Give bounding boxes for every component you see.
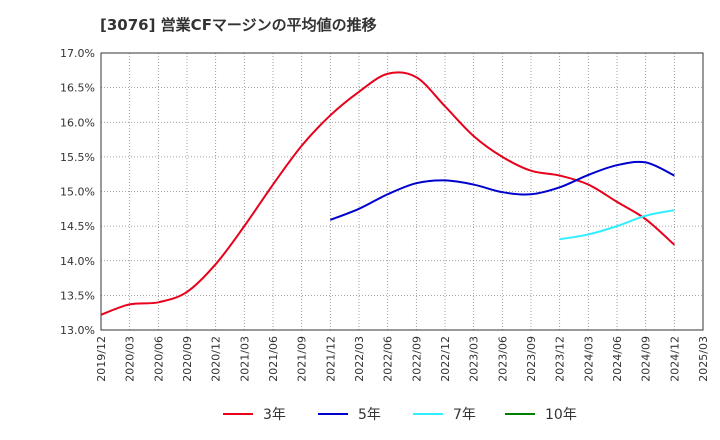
y-tick-label: 14.0% — [60, 255, 95, 268]
series-line-2 — [559, 209, 675, 241]
legend-label-2: 7年 — [453, 407, 476, 423]
y-tick-label: 13.5% — [60, 289, 95, 302]
y-tick-label: 13.0% — [60, 324, 95, 337]
series-line-0 — [100, 71, 675, 316]
x-tick-label: 2022/06 — [382, 336, 395, 382]
x-tick-label: 2022/12 — [439, 336, 452, 382]
x-tick-label: 2020/12 — [210, 336, 223, 382]
y-tick-label: 14.5% — [60, 220, 95, 233]
x-tick-label: 2020/03 — [124, 336, 137, 382]
legend-label-0: 3年 — [263, 407, 286, 423]
x-tick-label: 2024/06 — [611, 336, 624, 382]
x-tick-label: 2021/09 — [296, 336, 309, 382]
x-tick-label: 2024/03 — [582, 336, 595, 382]
x-tick-label: 2021/12 — [324, 336, 337, 382]
x-tick-label: 2023/12 — [554, 336, 567, 382]
legend-label-1: 5年 — [358, 407, 381, 423]
y-tick-label: 16.0% — [60, 116, 95, 129]
x-tick-label: 2021/03 — [238, 336, 251, 382]
x-tick-label: 2023/06 — [496, 336, 509, 382]
x-tick-label: 2020/09 — [181, 336, 194, 382]
y-tick-label: 17.0% — [60, 47, 95, 60]
x-tick-label: 2023/09 — [525, 336, 538, 382]
x-tick-label: 2019/12 — [95, 336, 108, 382]
y-tick-label: 15.5% — [60, 151, 95, 164]
x-tick-label: 2021/06 — [267, 336, 280, 382]
x-tick-label: 2022/09 — [410, 336, 423, 382]
x-tick-label: 2022/03 — [353, 336, 366, 382]
plot-border — [100, 52, 704, 331]
legend-label-3: 10年 — [545, 407, 577, 423]
chart-title: [3076] 営業CFマージンの平均値の推移 — [100, 16, 377, 34]
x-tick-label: 2024/12 — [668, 336, 681, 382]
series-line-1 — [329, 160, 675, 221]
x-tick-label: 2024/09 — [640, 336, 653, 382]
x-tick-label: 2020/06 — [152, 336, 165, 382]
y-tick-label: 15.0% — [60, 186, 95, 199]
y-tick-label: 16.5% — [60, 82, 95, 95]
x-tick-label: 2025/03 — [697, 336, 710, 382]
x-tick-label: 2023/03 — [468, 336, 481, 382]
